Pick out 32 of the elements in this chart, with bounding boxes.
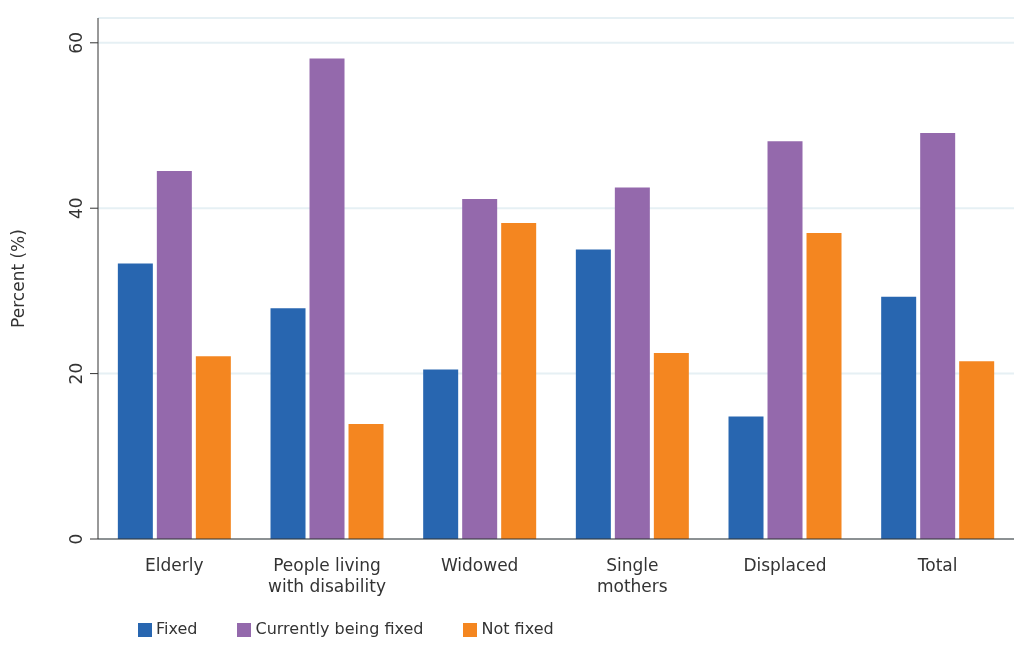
y-tick-label: 60 <box>66 31 86 54</box>
bar <box>462 199 498 539</box>
x-tick-label: Single mothers <box>596 555 668 596</box>
x-tick-label: Widowed <box>440 555 519 575</box>
bar <box>806 233 842 539</box>
bar <box>270 308 306 539</box>
bar <box>117 263 153 539</box>
bar <box>728 416 764 539</box>
bar <box>653 352 689 539</box>
bar <box>195 356 231 539</box>
legend-label: Not fixed <box>481 619 554 638</box>
y-tick-label: 40 <box>66 197 86 220</box>
bar <box>575 249 611 539</box>
y-axis-title: Percent (%) <box>8 229 29 328</box>
bar <box>920 132 956 539</box>
bar <box>959 361 995 539</box>
x-tick-label: Total <box>916 555 958 575</box>
y-tick-label: 20 <box>66 362 86 385</box>
legend-label: Fixed <box>156 619 198 638</box>
y-tick-label: 0 <box>66 533 86 545</box>
bar <box>614 187 650 539</box>
bar <box>348 424 384 539</box>
bar <box>309 58 345 539</box>
x-tick-label: Displaced <box>743 555 827 575</box>
x-tick-label: People living with disability <box>268 555 386 596</box>
bar <box>156 170 192 539</box>
x-tick-label: Elderly <box>145 555 204 575</box>
legend-label: Currently being fixed <box>255 619 424 638</box>
bar <box>767 141 803 539</box>
bar <box>501 223 537 539</box>
bar <box>881 296 917 539</box>
bar <box>423 369 459 539</box>
